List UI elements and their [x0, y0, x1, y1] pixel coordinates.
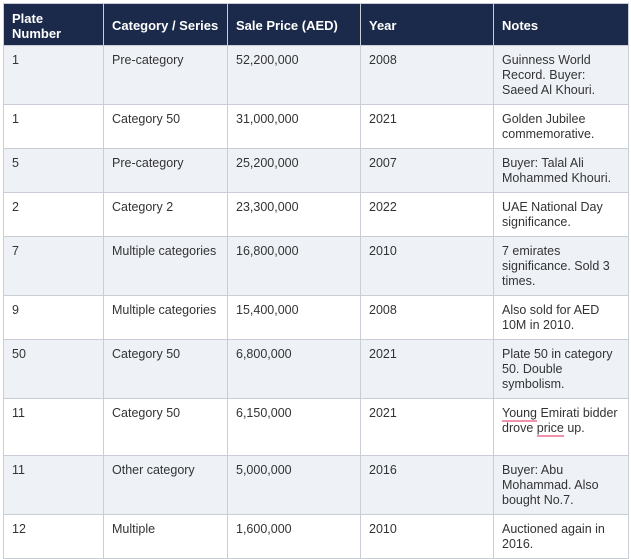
table-row: 5 Pre-category 25,200,000 2007 Buyer: Ta… [3, 148, 629, 193]
cell-price: 31,000,000 [227, 104, 361, 149]
header-plate-number: Plate Number [3, 3, 104, 46]
cell-notes: Also sold for AED 10M in 2010. [493, 295, 629, 340]
cell-plate: 11 [3, 398, 104, 456]
spellcheck-word[interactable]: price [536, 421, 564, 437]
cell-price: 5,000,000 [227, 455, 361, 515]
cell-year: 2021 [360, 104, 494, 149]
notes-text: Emirati bidder drove [502, 406, 618, 435]
cell-category: Category 2 [103, 192, 228, 237]
plate-sales-table: Plate Number Category / Series Sale Pric… [3, 3, 629, 559]
cell-price: 6,150,000 [227, 398, 361, 456]
cell-year: 2021 [360, 398, 494, 456]
cell-category: Category 50 [103, 339, 228, 399]
cell-year: 2008 [360, 45, 494, 105]
cell-year: 2008 [360, 295, 494, 340]
cell-notes: Guinness World Record. Buyer: Saeed Al K… [493, 45, 629, 105]
table-row: 9 Multiple categories 15,400,000 2008 Al… [3, 295, 629, 340]
cell-year: 2010 [360, 514, 494, 559]
table-row: 12 Multiple 1,600,000 2010 Auctioned aga… [3, 514, 629, 559]
cell-category: Multiple categories [103, 236, 228, 296]
cell-plate: 11 [3, 455, 104, 515]
header-category-series: Category / Series [103, 3, 228, 46]
cell-year: 2022 [360, 192, 494, 237]
table-row: 7 Multiple categories 16,800,000 2010 7 … [3, 236, 629, 296]
table-container: Plate Number Category / Series Sale Pric… [3, 3, 629, 559]
cell-plate: 1 [3, 45, 104, 105]
cell-plate: 12 [3, 514, 104, 559]
table-row: 1 Category 50 31,000,000 2021 Golden Jub… [3, 104, 629, 149]
cell-category: Category 50 [103, 398, 228, 456]
cell-price: 52,200,000 [227, 45, 361, 105]
cell-category: Multiple categories [103, 295, 228, 340]
cell-category: Pre-category [103, 45, 228, 105]
table-row: 2 Category 2 23,300,000 2022 UAE Nationa… [3, 192, 629, 237]
table-row: 1 Pre-category 52,200,000 2008 Guinness … [3, 45, 629, 105]
cell-year: 2016 [360, 455, 494, 515]
cell-price: 16,800,000 [227, 236, 361, 296]
header-sale-price: Sale Price (AED) [227, 3, 361, 46]
cell-plate: 5 [3, 148, 104, 193]
cell-price: 6,800,000 [227, 339, 361, 399]
cell-notes: Auctioned again in 2016. [493, 514, 629, 559]
cell-category: Multiple [103, 514, 228, 559]
cell-plate: 50 [3, 339, 104, 399]
notes-text: up. [563, 421, 585, 435]
cell-notes: Young Emirati bidder drove price up. [493, 398, 629, 456]
spellcheck-word[interactable]: Young [502, 406, 537, 422]
cell-notes: 7 emirates significance. Sold 3 times. [493, 236, 629, 296]
cell-year: 2007 [360, 148, 494, 193]
cell-year: 2010 [360, 236, 494, 296]
cell-notes: UAE National Day significance. [493, 192, 629, 237]
cell-plate: 9 [3, 295, 104, 340]
cell-year: 2021 [360, 339, 494, 399]
cell-notes: Buyer: Talal Ali Mohammed Khouri. [493, 148, 629, 193]
table-row: 11 Other category 5,000,000 2016 Buyer: … [3, 455, 629, 515]
cell-price: 15,400,000 [227, 295, 361, 340]
cell-price: 25,200,000 [227, 148, 361, 193]
header-row: Plate Number Category / Series Sale Pric… [3, 3, 629, 46]
cell-notes: Plate 50 in category 50. Double symbolis… [493, 339, 629, 399]
header-notes: Notes [493, 3, 629, 46]
cell-plate: 2 [3, 192, 104, 237]
header-year: Year [360, 3, 494, 46]
table-row: 50 Category 50 6,800,000 2021 Plate 50 i… [3, 339, 629, 399]
cell-price: 1,600,000 [227, 514, 361, 559]
cell-notes: Buyer: Abu Mohammad. Also bought No.7. [493, 455, 629, 515]
cell-notes: Golden Jubilee commemorative. [493, 104, 629, 149]
cell-plate: 1 [3, 104, 104, 149]
cell-category: Other category [103, 455, 228, 515]
cell-plate: 7 [3, 236, 104, 296]
cell-category: Pre-category [103, 148, 228, 193]
table-row: 11 Category 50 6,150,000 2021 Young Emir… [3, 398, 629, 456]
cell-price: 23,300,000 [227, 192, 361, 237]
cell-category: Category 50 [103, 104, 228, 149]
